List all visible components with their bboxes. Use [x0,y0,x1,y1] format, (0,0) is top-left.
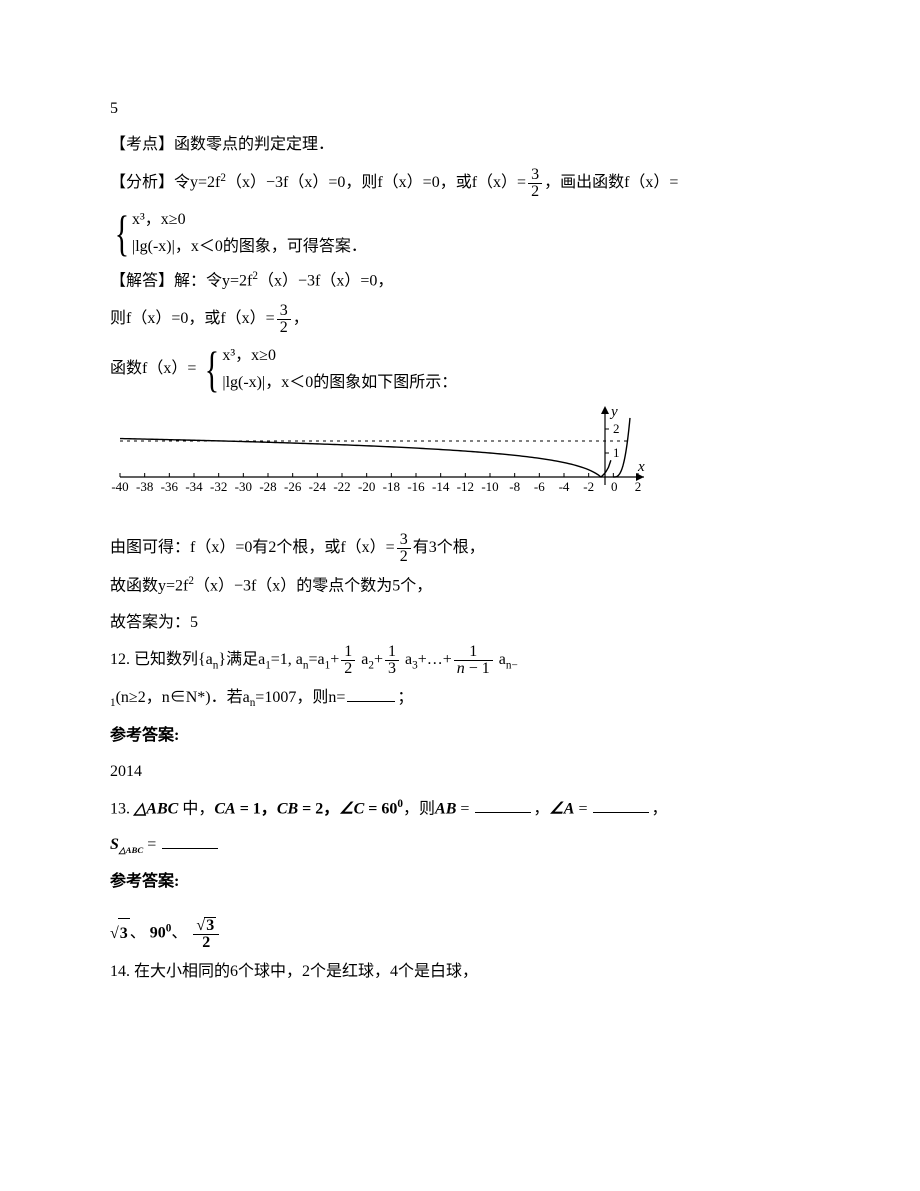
frac-3-2: 32 [277,303,291,336]
blank-13c [162,832,218,849]
page-number: 5 [110,94,810,124]
frac-3-2: 32 [397,532,411,565]
kaodian-text: 函数零点的判定定理． [174,136,334,153]
ze-text-a: 则f（x）=0，或f（x）= [110,310,275,327]
fenxi-text-b: （x）−3f（x）=0，则f（x）=0，或f（x）= [226,174,526,191]
q13-line-1: 13. △ABC 中，CA = 1，CB = 2，∠C = 600，则AB = … [110,794,810,825]
hanshu-line: 函数f（x）= { x³，x≥0 |lg(-x)|，x＜0的图象如下图所示： [110,342,810,396]
hanshu-text-a: 函数f（x）= [110,360,196,377]
brace-icon: { [115,208,129,258]
answer-13: 3、 900、 3 2 [110,917,810,951]
after-graph-2: 故函数y=2f2（x）−3f（x）的零点个数为5个， [110,571,810,602]
sqrt-3: 3 [110,918,130,949]
answer-label-13: 参考答案: [110,867,810,897]
jieda-text-b: （x）−3f（x）=0， [258,272,393,289]
svg-text:x: x [637,459,645,475]
fenxi-label: 【分析】 [110,174,174,191]
svg-text:-40: -40 [111,479,128,494]
svg-text:2: 2 [613,421,620,436]
q12-line-2: 1(n≥2，n∈N*)．若an=1007，则n=； [110,683,810,714]
answer-label-12: 参考答案: [110,721,810,751]
q12-line-1: 12. 已知数列{an}满足a1=1, an=a1+12 a2+13 a3+…+… [110,644,810,677]
frac-sqrt3-2: 3 2 [193,917,219,951]
cases-1-row-2: |lg(-x)|，x＜0的图象，可得答案． [132,233,367,260]
kaodian-line: 【考点】函数零点的判定定理． [110,130,810,160]
fenxi-text-a: 令y=2f [174,174,220,191]
svg-text:-36: -36 [161,479,179,494]
svg-text:-20: -20 [358,479,375,494]
jieda-label: 【解答】 [110,272,174,289]
kaodian-label: 【考点】 [110,136,174,153]
svg-text:-26: -26 [284,479,302,494]
q13-line-2: S△ABC = [110,830,810,860]
q14-line: 14. 在大小相同的6个球中，2个是红球，4个是白球， [110,957,810,987]
svg-text:-32: -32 [210,479,227,494]
after-graph-3: 故答案为：5 [110,608,810,638]
fenxi-text-d: 的图象，可得答案． [223,238,367,255]
answer-12: 2014 [110,757,810,787]
svg-text:-10: -10 [481,479,498,494]
cases-1: x³，x≥0 |lg(-x)|，x＜0的图象，可得答案． [132,206,367,260]
cases-1-row-1: x³，x≥0 [132,206,367,233]
svg-text:-34: -34 [185,479,203,494]
svg-text:-2: -2 [583,479,594,494]
cases-2-row-2: |lg(-x)|，x＜0的图象如下图所示： [222,369,457,396]
cases-2: x³，x≥0 |lg(-x)|，x＜0的图象如下图所示： [222,342,457,396]
svg-text:2: 2 [635,479,642,494]
svg-text:y: y [609,404,618,420]
svg-text:-8: -8 [509,479,520,494]
svg-text:-18: -18 [383,479,400,494]
hanshu-text-b: 的图象如下图所示： [313,374,457,391]
after-graph-1: 由图可得：f（x）=0有2个根，或f（x）=32有3个根， [110,532,810,565]
svg-text:-14: -14 [432,479,450,494]
cases-1-line: { x³，x≥0 |lg(-x)|，x＜0的图象，可得答案． [110,206,810,260]
fenxi-text-c: ，画出函数f（x）= [544,174,678,191]
svg-text:-38: -38 [136,479,153,494]
svg-text:1: 1 [613,445,620,460]
blank-13b [593,796,649,813]
svg-text:-16: -16 [407,479,425,494]
blank-13a [475,796,531,813]
svg-text:-24: -24 [309,479,327,494]
ze-text-b: ， [293,310,309,327]
svg-text:-6: -6 [534,479,545,494]
function-graph: -40-38-36-34-32-30-28-26-24-22-20-18-16-… [110,402,650,522]
svg-text:-30: -30 [235,479,252,494]
svg-text:-12: -12 [457,479,474,494]
frac-3-2: 32 [528,167,542,200]
jieda-line-1: 【解答】解：令y=2f2（x）−3f（x）=0， [110,266,810,297]
page-content: 5 【考点】函数零点的判定定理． 【分析】令y=2f2（x）−3f（x）=0，则… [0,0,920,1191]
ze-line: 则f（x）=0，或f（x）=32， [110,303,810,336]
svg-text:-28: -28 [259,479,276,494]
svg-text:0: 0 [611,479,618,494]
jieda-text-a: 解：令y=2f [174,272,252,289]
brace-icon: { [205,344,219,394]
blank-12 [347,685,395,702]
cases-2-row-1: x³，x≥0 [222,342,457,369]
svg-text:-22: -22 [333,479,350,494]
svg-text:-4: -4 [559,479,570,494]
fenxi-line-1: 【分析】令y=2f2（x）−3f（x）=0，则f（x）=0，或f（x）=32，画… [110,167,810,200]
